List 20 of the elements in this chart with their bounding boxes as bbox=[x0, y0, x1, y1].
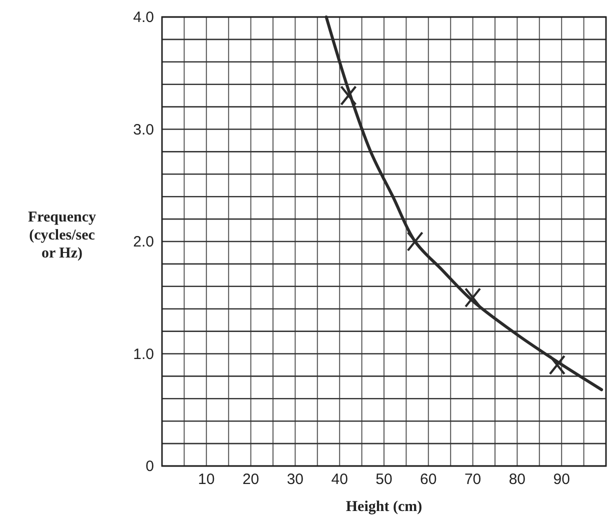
x-axis-title: Height (cm) bbox=[346, 499, 422, 515]
x-tick-label: 30 bbox=[286, 471, 304, 488]
x-tick-label: 20 bbox=[242, 471, 260, 488]
x-tick-label: 80 bbox=[508, 471, 526, 488]
x-tick-label: 90 bbox=[553, 471, 570, 488]
x-tick-label: 70 bbox=[464, 471, 482, 488]
y-tick-label: 2.0 bbox=[133, 234, 154, 250]
y-axis-title: Frequency (cycles/sec or Hz) bbox=[28, 210, 97, 262]
x-tick-label: 60 bbox=[420, 471, 437, 488]
x-tick-label: 40 bbox=[331, 471, 348, 488]
point bbox=[340, 85, 357, 106]
y-tick-label: 4.0 bbox=[133, 9, 154, 26]
point bbox=[406, 231, 424, 252]
y-tick-label: 1.0 bbox=[133, 346, 154, 363]
y-tick-label: 0 bbox=[146, 458, 154, 475]
x-tick-label: 50 bbox=[376, 471, 392, 488]
point bbox=[548, 354, 566, 376]
y-tick-label: 3.0 bbox=[133, 121, 154, 138]
x-tick-label: 10 bbox=[198, 471, 215, 488]
point bbox=[464, 288, 482, 308]
